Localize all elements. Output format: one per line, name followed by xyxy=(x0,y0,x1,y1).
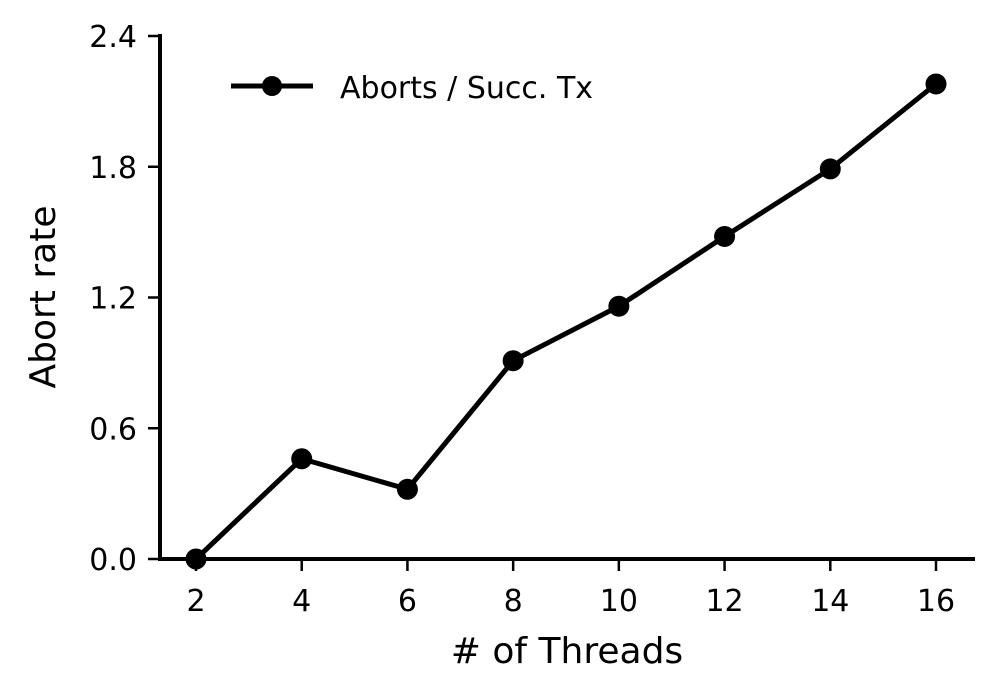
legend-label: Aborts / Succ. Tx xyxy=(340,71,593,106)
x-tick-label: 2 xyxy=(186,584,205,619)
x-tick-label: 16 xyxy=(917,584,955,619)
x-tick-label: 4 xyxy=(292,584,311,619)
y-axis-ticks: 0.0 0.6 1.2 1.8 2.4 xyxy=(89,20,160,578)
x-tick-label: 10 xyxy=(600,584,638,619)
y-tick-label: 0.0 xyxy=(89,543,137,578)
data-point-marker xyxy=(714,225,736,247)
data-series xyxy=(185,73,947,570)
legend: Aborts / Succ. Tx xyxy=(231,71,593,106)
series-line xyxy=(194,81,938,561)
x-axis-label: # of Threads xyxy=(451,631,683,672)
y-axis-label: Abort rate xyxy=(23,206,64,389)
data-point-marker xyxy=(608,295,630,317)
x-tick-label: 12 xyxy=(705,584,743,619)
y-tick-label: 1.8 xyxy=(89,151,137,186)
y-tick-label: 2.4 xyxy=(89,20,137,55)
y-tick-label: 1.2 xyxy=(89,282,137,317)
data-point-marker xyxy=(185,548,207,570)
x-axis-ticks: 2 4 6 8 10 12 14 16 xyxy=(186,559,955,619)
x-tick-label: 6 xyxy=(398,584,417,619)
data-point-marker xyxy=(925,73,947,95)
data-point-marker xyxy=(819,158,841,180)
x-tick-label: 14 xyxy=(811,584,849,619)
data-point-marker xyxy=(502,350,524,372)
x-tick-label: 8 xyxy=(504,584,523,619)
y-tick-label: 0.6 xyxy=(89,412,137,447)
legend-marker-icon xyxy=(262,76,282,96)
data-point-marker xyxy=(291,448,313,470)
data-point-marker xyxy=(396,478,418,500)
